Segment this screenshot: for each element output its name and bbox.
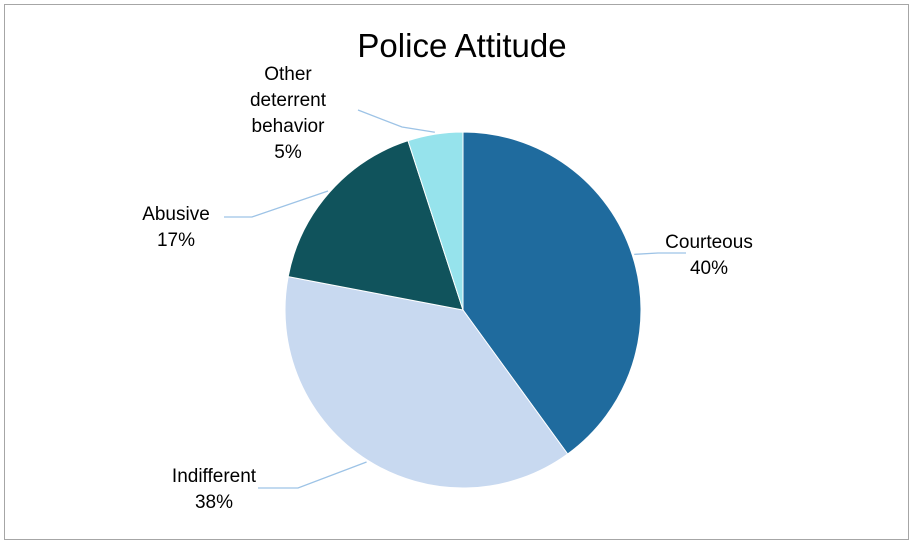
data-label-other-deterrent-behavior: Other deterrent behavior 5% (250, 64, 327, 163)
data-label-indifferent: Indifferent 38% (172, 466, 257, 513)
chart-title: Police Attitude (357, 27, 566, 64)
leader-lines (224, 109, 686, 489)
leader-line-abusive (224, 190, 329, 218)
pie-slice-other-deterrent-behavior (407, 131, 464, 311)
leader-line-other-deterrent-behavior (357, 109, 435, 133)
leader-line-courteous (634, 252, 686, 256)
pie-slice-abusive (287, 140, 464, 311)
pie-slices (284, 131, 642, 489)
pie-slice-courteous (462, 131, 642, 455)
pie-slice-indifferent (284, 276, 569, 489)
slice-labels: Courteous 40% Indifferent 38% Abusive 17% Othe… (142, 64, 753, 513)
leader-line-indifferent (258, 461, 367, 489)
data-label-abusive: Abusive 17% (142, 204, 210, 251)
data-label-courteous: Courteous 40% (665, 232, 753, 279)
